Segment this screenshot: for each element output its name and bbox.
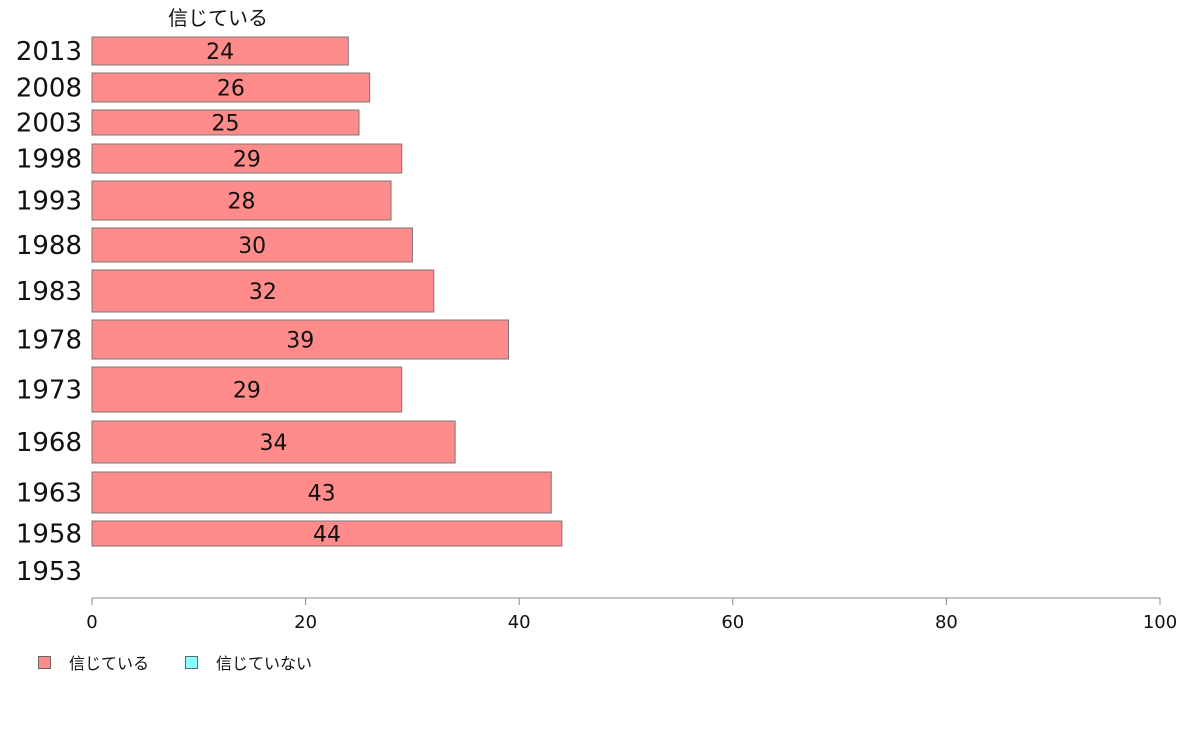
legend-item-believe: 信じている [38, 650, 149, 674]
data-label: 29 [233, 379, 261, 404]
bar [91, 420, 456, 464]
bar [91, 269, 435, 313]
legend-label-believe: 信じている [69, 654, 150, 673]
x-axis: 0 20 40 60 80 100 [86, 597, 1177, 633]
legend-swatch-believe [38, 655, 51, 669]
bar [91, 520, 563, 547]
y-tick-label: 1973 [16, 376, 82, 406]
legend: 信じている 信じていない [38, 650, 348, 674]
y-tick-label: 1978 [16, 326, 82, 356]
y-tick-label: 1963 [16, 479, 82, 509]
x-tick-label: 40 [508, 612, 531, 633]
y-tick-label: 1983 [16, 277, 82, 307]
data-label: 39 [286, 329, 314, 354]
legend-item-not-believe: 信じていない [185, 650, 312, 674]
y-tick-label: 1998 [16, 145, 82, 175]
y-tick-label: 2003 [16, 109, 82, 139]
bar [91, 180, 392, 221]
data-label: 28 [228, 190, 256, 215]
legend-label-not-believe: 信じていない [216, 654, 313, 673]
legend-swatch-not-believe [185, 655, 199, 669]
x-tick-label: 60 [721, 612, 744, 633]
bar [91, 366, 403, 413]
data-label: 43 [308, 482, 336, 507]
bars-group: 2013 24 2008 26 2003 25 1998 29 1993 28 1988 30 1983… [16, 36, 563, 587]
bar [91, 72, 371, 103]
x-tick-label: 20 [294, 612, 317, 633]
x-tick-label: 0 [86, 612, 97, 633]
x-tick-label: 80 [935, 612, 958, 633]
data-label: 30 [238, 234, 266, 259]
data-label: 25 [212, 112, 240, 137]
bar [91, 319, 510, 360]
data-label: 34 [260, 431, 288, 456]
data-label: 44 [313, 523, 341, 548]
x-tick-label: 100 [1143, 612, 1177, 633]
bar [91, 143, 403, 174]
chart-title: 信じている [168, 6, 268, 30]
bar [91, 227, 413, 263]
y-tick-label: 1958 [16, 520, 82, 550]
bar [91, 36, 349, 66]
bar [91, 471, 552, 514]
bar [91, 109, 360, 136]
data-label: 24 [206, 40, 234, 65]
data-label: 32 [249, 280, 277, 305]
y-tick-label: 1993 [16, 187, 82, 217]
y-tick-label: 2013 [16, 37, 82, 67]
data-label: 29 [233, 148, 261, 173]
data-label: 26 [217, 77, 245, 102]
y-tick-label: 1968 [16, 428, 82, 458]
y-tick-label: 2008 [16, 74, 82, 104]
y-tick-label: 1988 [16, 231, 82, 261]
y-tick-label: 1953 [16, 557, 82, 587]
